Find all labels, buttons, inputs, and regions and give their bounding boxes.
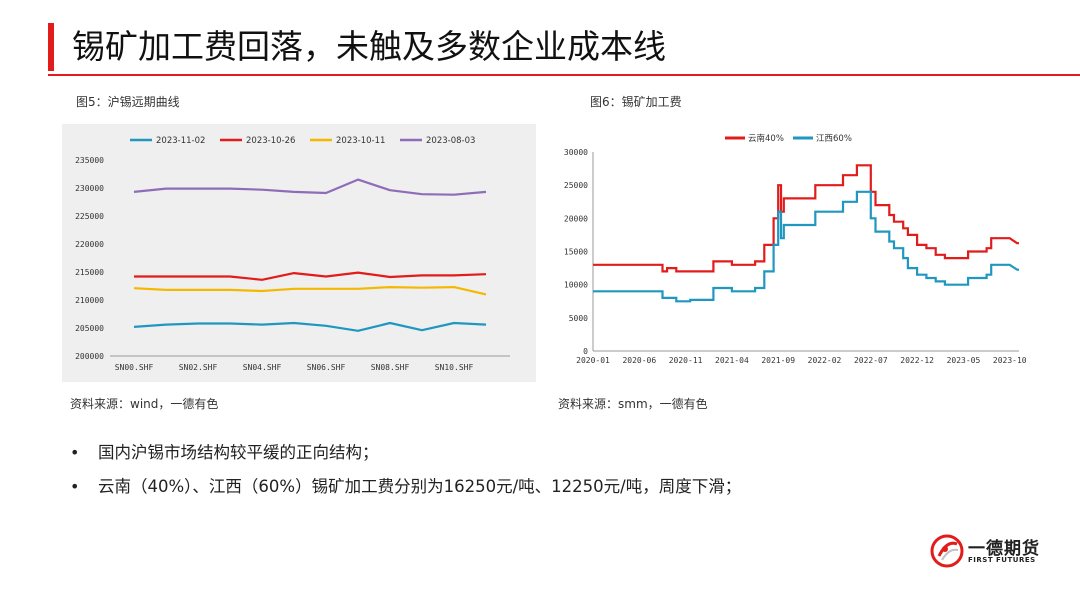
bullet-list: • 国内沪锡市场结构较平缓的正向结构； • 云南（40%）、江西（60%）锡矿加… [70, 436, 741, 504]
bullet-dot: • [70, 477, 80, 496]
x-tick-label: SN06.SHF [307, 363, 346, 372]
company-logo: 一德期货 FIRST FUTURES [930, 532, 1040, 572]
y-tick-label: 235000 [75, 156, 104, 165]
title-accent-bar [48, 23, 54, 71]
y-tick-label: 0 [583, 347, 588, 356]
x-tick-label: SN04.SHF [243, 363, 282, 372]
logo-name-cn: 一德期货 [968, 539, 1040, 559]
figure5-caption: 图5：沪锡远期曲线 [76, 95, 180, 109]
legend-label: 2023-10-26 [246, 136, 295, 146]
x-tick-label: SN02.SHF [179, 363, 218, 372]
y-tick-label: 30000 [564, 148, 588, 157]
y-tick-label: 10000 [564, 281, 588, 290]
legend-label: 2023-11-02 [156, 136, 205, 146]
processing-fee-chart: 0 5000 10000 15000 20000 25000 30000 2020-01 202… [549, 124, 1031, 382]
x-tick-label: 2021-04 [715, 356, 749, 365]
bullet-text: 国内沪锡市场结构较平缓的正向结构； [98, 443, 379, 462]
x-tick-label: 2023-10 [993, 356, 1027, 365]
x-tick-label: 2020-11 [669, 356, 703, 365]
legend-label: 2023-10-11 [336, 136, 385, 146]
x-tick-label: 2020-01 [576, 356, 610, 365]
figure6-source: 资料来源：smm，一德有色 [558, 397, 708, 411]
y-tick-label: 225000 [75, 212, 104, 221]
y-tick-label: 20000 [564, 214, 588, 223]
series-line-2023-10-11 [133, 286, 487, 296]
bullet-item: • 云南（40%）、江西（60%）锡矿加工费分别为16250元/吨、12250元… [70, 470, 741, 504]
y-tick-label: 15000 [564, 248, 588, 257]
forward-curve-chart-panel: 200000 205000 210000 215000 220000 225000 2300… [62, 124, 536, 382]
x-tick-label: 2022-02 [808, 356, 842, 365]
x-tick-label: 2022-12 [900, 356, 934, 365]
bullet-item: • 国内沪锡市场结构较平缓的正向结构； [70, 436, 741, 470]
x-tick-label: 2023-05 [947, 356, 981, 365]
x-tick-label: 2020-06 [622, 356, 656, 365]
logo-name-en: FIRST FUTURES [968, 556, 1036, 564]
y-tick-label: 215000 [75, 268, 104, 277]
x-tick-label: SN10.SHF [435, 363, 474, 372]
legend-label: 云南40% [748, 133, 784, 144]
title-underline [48, 74, 1080, 76]
x-tick-label: 2021-09 [761, 356, 795, 365]
series-line-2023-08-03 [133, 178, 487, 196]
forward-curve-chart: 200000 205000 210000 215000 220000 225000 2300… [62, 124, 536, 382]
processing-fee-chart-panel: 0 5000 10000 15000 20000 25000 30000 2020-01 202… [549, 124, 1031, 382]
x-tick-label: SN00.SHF [115, 363, 154, 372]
legend-label: 2023-08-03 [426, 136, 475, 146]
figure5-source: 资料来源：wind，一德有色 [70, 397, 219, 411]
series-line-云南40% [593, 164, 1019, 273]
logo-emblem-icon [930, 534, 964, 568]
y-tick-label: 200000 [75, 352, 104, 361]
x-tick-label: 2022-07 [854, 356, 888, 365]
legend-label: 江西60% [816, 134, 852, 144]
x-tick-label: SN08.SHF [371, 363, 410, 372]
y-tick-label: 5000 [569, 314, 588, 323]
chart-background [549, 124, 1031, 382]
bullet-dot: • [70, 443, 80, 462]
chart-background [62, 124, 536, 382]
y-tick-label: 230000 [75, 184, 104, 193]
series-line-2023-10-26 [134, 271, 487, 281]
y-tick-label: 205000 [75, 324, 104, 333]
y-tick-label: 25000 [564, 181, 588, 190]
series-line-2023-11-02 [133, 321, 487, 332]
bullet-text: 云南（40%）、江西（60%）锡矿加工费分别为16250元/吨、12250元/吨… [98, 477, 742, 496]
series-line-江西60% [593, 190, 1019, 303]
y-tick-label: 220000 [75, 240, 104, 249]
figure6-caption: 图6：锡矿加工费 [590, 95, 682, 109]
page-title: 锡矿加工费回落，未触及多数企业成本线 [72, 27, 666, 66]
y-tick-label: 210000 [75, 296, 104, 305]
